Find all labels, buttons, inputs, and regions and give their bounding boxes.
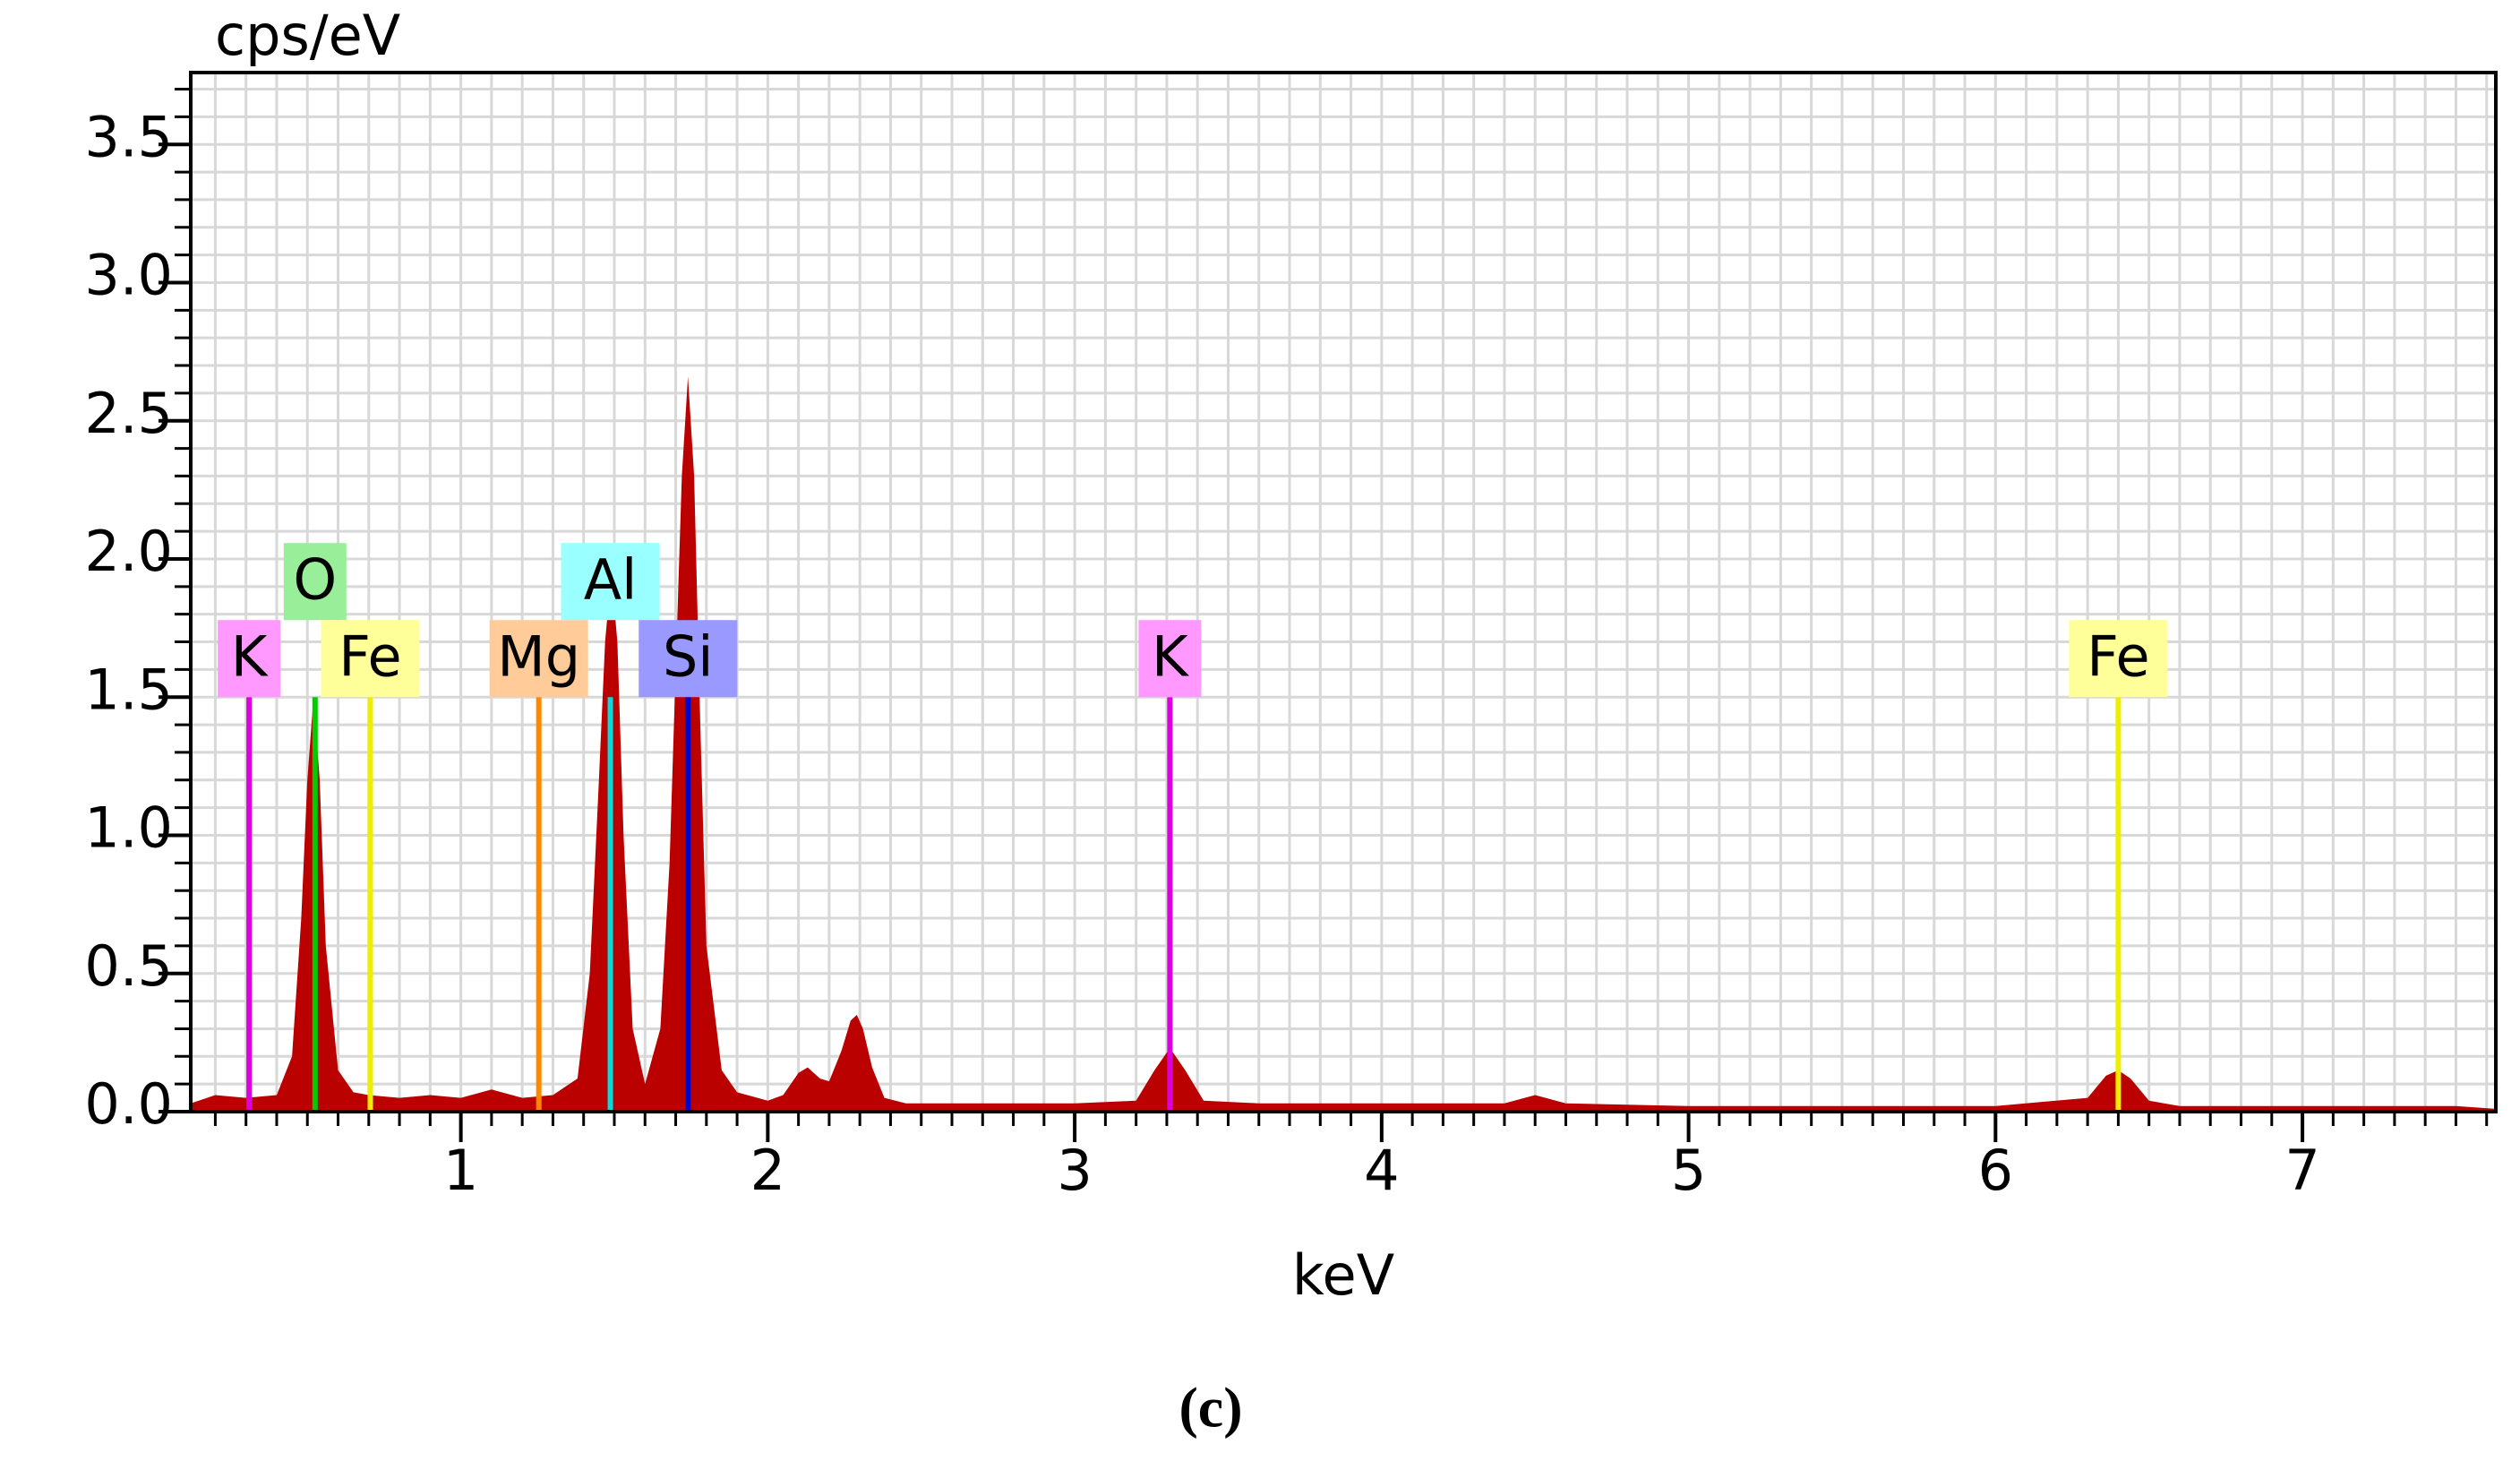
element-label-box [1138, 620, 1202, 698]
element-label: Fe [2087, 623, 2149, 689]
caption: (c) [1179, 1376, 1242, 1440]
element-label-box [561, 543, 660, 621]
element-label-box [2069, 620, 2168, 698]
element-label: Al [584, 546, 638, 612]
element-label: Fe [339, 623, 401, 689]
element-label-box [639, 620, 738, 698]
x-tick-label: 6 [1978, 1138, 2013, 1203]
element-label-box [321, 620, 420, 698]
y-tick-label: 1.5 [84, 657, 173, 722]
element-label-box [218, 620, 281, 698]
element-label: Mg [497, 623, 580, 689]
element-label-box [283, 543, 347, 621]
plot-area [191, 376, 2496, 1112]
element-label: O [293, 546, 337, 612]
x-tick-label: 2 [750, 1138, 785, 1203]
y-tick-label: 3.5 [84, 104, 173, 169]
y-tick-label: 2.0 [84, 519, 173, 584]
element-label: Si [663, 623, 714, 689]
y-tick-label: 3.0 [84, 243, 173, 308]
y-tick-label: 0.5 [84, 933, 173, 999]
plot-frame [189, 71, 2498, 1113]
y-tick-label: 1.0 [84, 795, 173, 861]
x-tick-label: 3 [1057, 1138, 1092, 1203]
x-tick-label: 1 [443, 1138, 478, 1203]
x-tick-label: 5 [1671, 1138, 1706, 1203]
y-axis-label: cps/eV [215, 3, 400, 68]
element-label: K [231, 623, 269, 689]
x-tick-label: 4 [1364, 1138, 1399, 1203]
x-axis-label: keV [1292, 1242, 1394, 1308]
y-tick-label: 0.0 [84, 1071, 173, 1137]
y-tick-label: 2.5 [84, 381, 173, 446]
element-label-box [489, 620, 588, 698]
x-tick-label: 7 [2284, 1138, 2319, 1203]
element-label: K [1152, 623, 1189, 689]
